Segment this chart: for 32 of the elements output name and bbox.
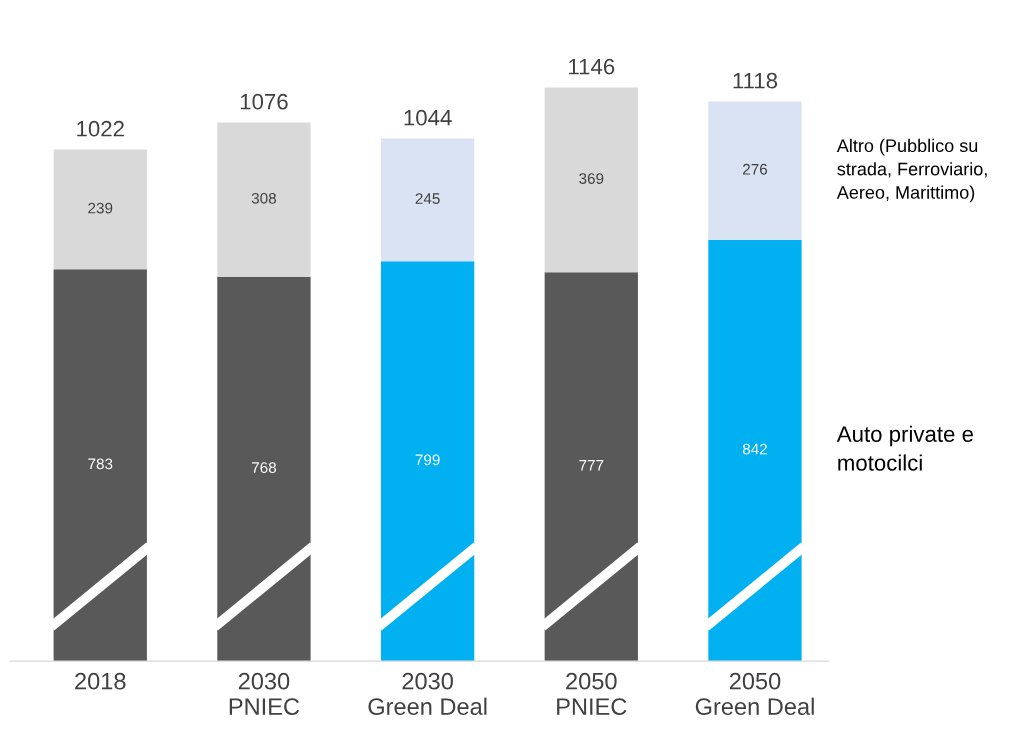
data-label: 245: [415, 193, 440, 204]
data-label: 842: [742, 443, 767, 455]
total-label: 1044: [404, 109, 452, 126]
data-label: 369: [579, 173, 604, 184]
series-label: Auto private e motocilci: [836, 425, 973, 471]
bar: [53, 149, 147, 270]
bar: [544, 272, 638, 662]
bar: [217, 122, 311, 277]
bar: [217, 276, 311, 662]
data-label: 799: [415, 454, 440, 466]
bar: [380, 138, 475, 262]
bar: [53, 269, 147, 662]
total-label: 1118: [733, 72, 778, 89]
data-label: 777: [579, 460, 604, 471]
bar: [708, 101, 802, 240]
x-tick-label: 2050 PNIEC: [557, 672, 627, 715]
total-label: 1076: [240, 93, 288, 110]
bar: [380, 261, 475, 662]
total-label: 1022: [77, 120, 124, 137]
data-label: 308: [251, 192, 277, 204]
data-label: 276: [743, 163, 768, 175]
x-tick-label: 2030 Green Deal: [368, 672, 487, 715]
x-tick-label: 2030 PNIEC: [229, 672, 300, 715]
x-tick-label: 2018: [75, 672, 126, 690]
data-label: 768: [251, 462, 277, 473]
data-label: 239: [88, 202, 113, 214]
bar: [708, 239, 802, 662]
total-label: 1146: [569, 58, 615, 75]
data-label: 783: [88, 458, 113, 470]
x-tick-label: 2050 Green Deal: [695, 672, 814, 715]
bar: [544, 87, 638, 273]
series-label: Altro (Pubblico su strada, Ferroviario, Aereo, Marittimo): [836, 138, 987, 203]
